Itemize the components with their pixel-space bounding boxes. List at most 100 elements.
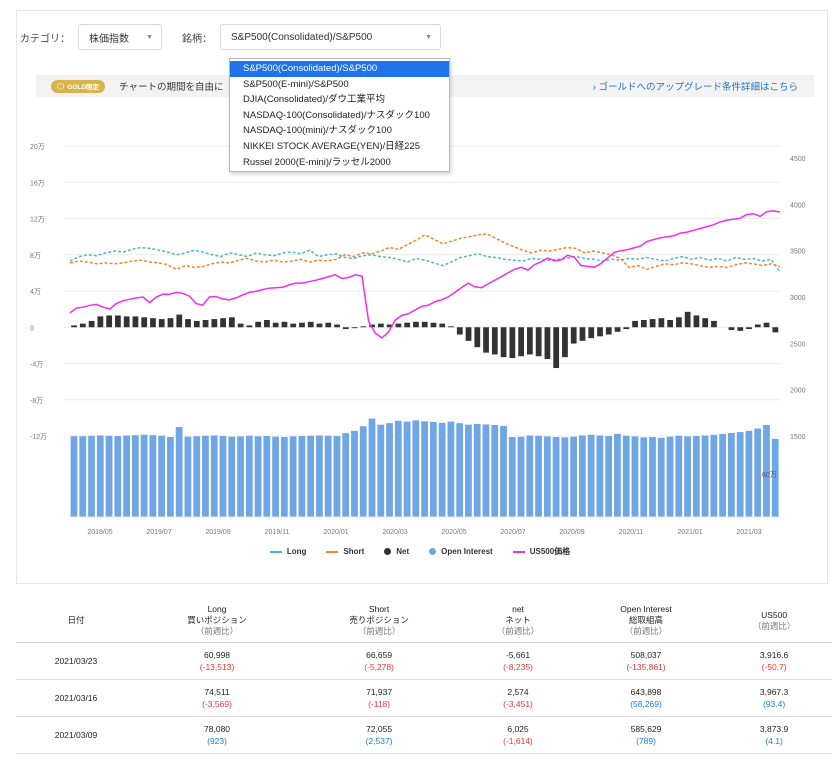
net-bar (746, 327, 752, 330)
net-bar (299, 322, 305, 328)
net-bar (369, 324, 375, 328)
x-tick-label: 2020/11 (619, 529, 644, 536)
short-line (69, 233, 781, 271)
net-bar (220, 318, 226, 328)
net-bar (115, 315, 121, 328)
header-line: （前週比） (357, 626, 401, 637)
x-tick-label: 2019/11 (265, 529, 290, 536)
y-left-tick-label: 12万 (30, 216, 45, 224)
dropdown-option[interactable]: DJIA(Consolidated)/ダウ工業平均 (243, 94, 386, 106)
oi-bar (587, 434, 595, 517)
y-right-tick-label: 3500 (790, 249, 806, 256)
oi-bar (158, 435, 166, 517)
oi-bar (657, 437, 665, 517)
net-bar (491, 327, 498, 355)
dropdown-option[interactable]: S&P500(E-mini)/S&P500 (243, 78, 349, 90)
dropdown-option[interactable]: S&P500(Consolidated)/S&P500 (230, 61, 449, 77)
dropdown-option[interactable]: NASDAQ-100(mini)/ナスダック100 (243, 125, 392, 137)
category-select[interactable]: 株価指数 ▼ (78, 24, 162, 50)
gold-upgrade-link[interactable]: › ゴールドへのアップグレード条件詳細はこちら (592, 82, 798, 93)
oi-bar (140, 434, 148, 517)
value: 585,629 (630, 723, 662, 734)
short-cell: 66,659 (-5,278) (298, 642, 461, 680)
oi-bar (237, 436, 244, 517)
value: 3,916.6 (759, 649, 789, 660)
legend-us500-swatch (512, 550, 525, 553)
net-bar (316, 323, 323, 328)
oi-bar (359, 426, 367, 517)
oi-bar (254, 436, 262, 517)
value: 643,898 (630, 686, 662, 697)
net-bar (360, 326, 367, 328)
oi-bar (175, 427, 183, 517)
legend-long-label: Long (286, 547, 307, 556)
value: 66,659 (366, 649, 393, 660)
legend-us500[interactable]: US500価格 (512, 546, 570, 557)
dropdown-option[interactable]: NIKKEI STOCK AVERAGE(YEN)/日経225 (243, 140, 421, 152)
oi-bar (719, 433, 727, 517)
oi-bar (543, 436, 551, 517)
short-cell: 71,937 (-118) (298, 679, 461, 717)
oi-bar (351, 430, 358, 517)
net-bar (465, 327, 472, 341)
us500-line (69, 210, 781, 339)
oi-bar (79, 436, 87, 517)
net-bar (395, 323, 402, 328)
oi-cell: 508,037 (-135,861) (575, 642, 717, 680)
net-bar (527, 327, 533, 355)
legend-short-label: Short (343, 547, 365, 556)
oi-bar (368, 418, 376, 517)
net-bar (544, 327, 551, 359)
legend-net[interactable]: Net (384, 547, 409, 556)
net-bar (570, 327, 577, 344)
symbol-select[interactable]: S&P500(Consolidated)/S&P500 ▼ (220, 24, 441, 50)
y-right-tick-label: 3000 (790, 295, 806, 302)
oi-bar (333, 436, 341, 517)
oi-bar (210, 435, 218, 517)
x-tick-label: 2019/05 (87, 529, 112, 536)
net-bar (605, 327, 612, 335)
header-line: ネット (505, 615, 531, 626)
oi-bar (561, 437, 569, 517)
oi-bar (456, 423, 464, 517)
oi-bar (263, 436, 271, 517)
chevron-down-icon: ▼ (146, 33, 153, 41)
legend-short[interactable]: Short (326, 547, 364, 556)
net-bar (667, 320, 674, 328)
gold-text: チャートの期間を自由に (119, 82, 224, 93)
date-cell: 2021/03/23 (16, 642, 136, 680)
net-bar (88, 320, 95, 328)
oi-bar (447, 421, 455, 517)
value: 72,055 (366, 723, 393, 734)
dropdown-option[interactable]: Russel 2000(E-mini)/ラッセル2000 (243, 156, 391, 168)
net-bar (737, 327, 744, 331)
oi-bar (289, 436, 297, 517)
gold-badge: ◯ GOLD限定 (51, 79, 106, 93)
oi-bar (280, 437, 288, 517)
legend-oi[interactable]: Open Interest (429, 547, 493, 556)
table-row: 2021/03/23 60,998 (-13,513) 66,659 (-5,278… (16, 642, 832, 680)
change: (4.1) (765, 735, 783, 746)
value: 71,937 (366, 686, 393, 697)
oi-cell: 643,898 (58,269) (575, 679, 717, 717)
net-bar (500, 327, 507, 358)
y-left-tick-label: 16万 (30, 179, 45, 187)
oi-bar (184, 436, 192, 517)
header-line: （前週比） (624, 626, 668, 637)
header-line: Open Interest (620, 604, 672, 615)
x-tick-label: 2021/03 (736, 529, 761, 536)
oi-bar (105, 435, 113, 517)
dropdown-option[interactable]: NASDAQ-100(Consolidated)/ナスダック100 (243, 109, 430, 121)
legend-long[interactable]: Long (269, 547, 307, 556)
oi-bar (324, 435, 332, 517)
long-cell: 78,080 (923) (136, 716, 299, 754)
net-bar (79, 323, 86, 328)
net-bar (351, 327, 358, 329)
oi-bar (412, 420, 420, 517)
symbol-value: S&P500(Consolidated)/S&P500 (231, 31, 373, 43)
change: (-135,861) (626, 661, 666, 672)
long-cell: 60,998 (-13,513) (136, 642, 299, 680)
net-bar (150, 318, 156, 328)
x-tick-label: 2019/07 (146, 529, 171, 536)
oi-bar (508, 437, 516, 517)
